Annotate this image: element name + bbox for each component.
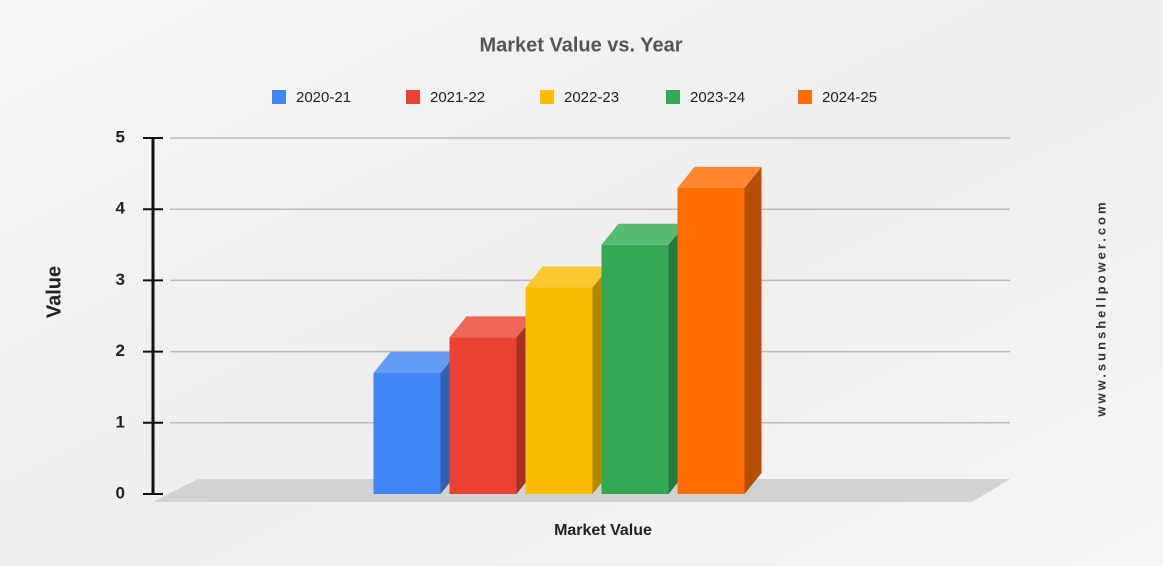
x-axis-label: Market Value: [554, 522, 652, 539]
y-tick-label: 1: [116, 412, 125, 431]
legend-label: 2023-24: [690, 89, 745, 106]
bar: [601, 244, 669, 494]
y-tick-label: 2: [116, 341, 125, 360]
legend-label: 2020-21: [296, 89, 351, 106]
bar-side: [744, 166, 762, 494]
bar: [373, 372, 441, 494]
chart-title: Market Value vs. Year: [479, 34, 682, 56]
bar: [525, 287, 593, 494]
y-tick-label: 0: [116, 483, 125, 502]
bar: [449, 337, 517, 494]
y-tick-label: 3: [116, 270, 125, 289]
legend-swatch: [406, 90, 420, 104]
bar: [677, 187, 745, 494]
bar-top: [373, 351, 458, 373]
watermark: www.sunshellpower.com: [1093, 199, 1108, 417]
legend-label: 2021-22: [430, 89, 485, 106]
legend-swatch: [798, 90, 812, 104]
legend-swatch: [666, 90, 680, 104]
y-tick-label: 5: [116, 127, 125, 146]
y-tick-label: 4: [116, 199, 126, 218]
legend-swatch: [540, 90, 554, 104]
bar-top: [449, 316, 534, 338]
y-axis-label: Value: [43, 266, 65, 318]
legend-label: 2022-23: [564, 89, 619, 106]
bar-top: [525, 266, 610, 288]
legend-label: 2024-25: [822, 89, 877, 106]
bar-top: [677, 166, 762, 188]
bar-top: [601, 223, 686, 245]
legend-swatch: [272, 90, 286, 104]
